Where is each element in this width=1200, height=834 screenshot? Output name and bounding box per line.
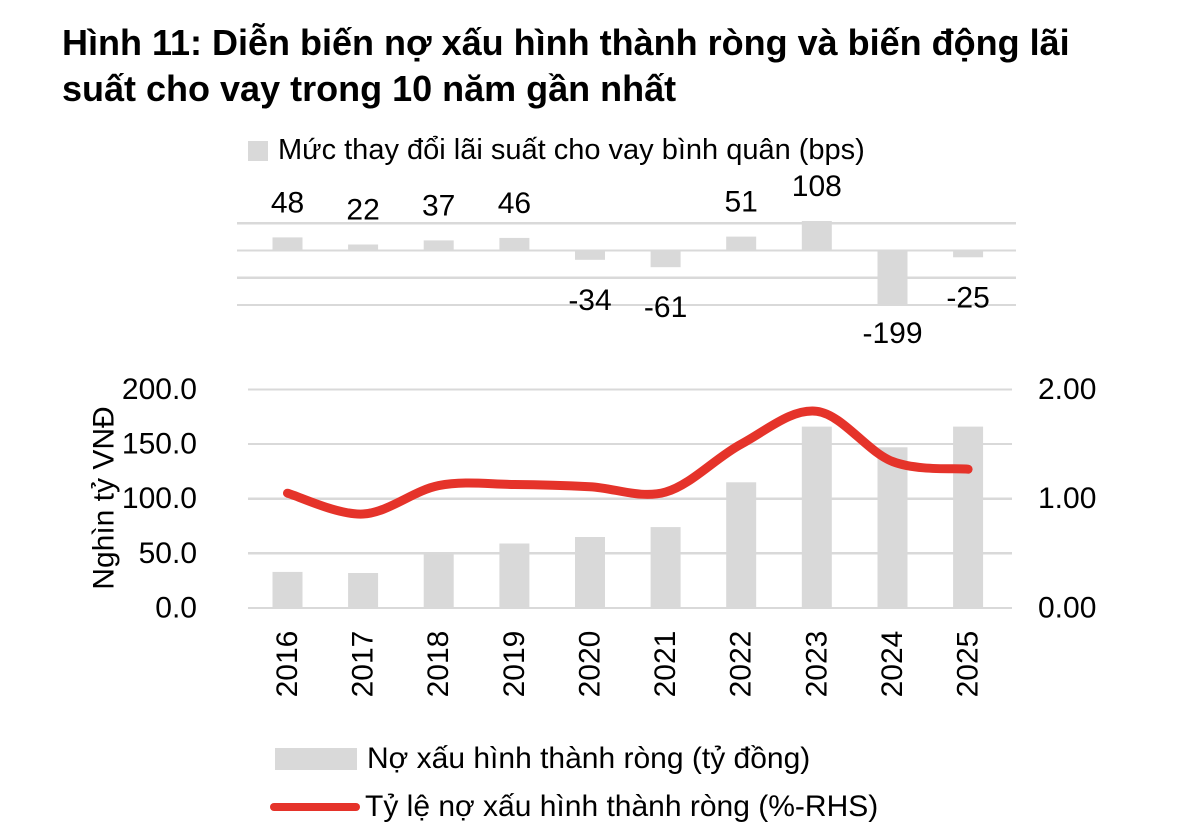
top-chart-legend: Mức thay đổi lãi suất cho vay bình quân …	[248, 134, 865, 167]
npl-bar	[877, 447, 908, 608]
chart-title: Hình 11: Diễn biến nợ xấu hình thành ròn…	[62, 22, 1070, 110]
npl-bar	[348, 573, 379, 608]
year-label: 2022	[725, 631, 758, 698]
right-axis-tick: 0.00	[1038, 592, 1096, 625]
bars-legend-label: Nợ xấu hình thành ròng (tỷ đồng)	[367, 742, 811, 775]
left-axis-tick: 200.0	[122, 373, 197, 406]
npl-bar	[953, 426, 984, 608]
left-axis-tick: 0.0	[155, 592, 197, 625]
data-label: 51	[725, 186, 758, 219]
right-axis-tick: 2.00	[1038, 373, 1096, 406]
bar-swatch-icon	[275, 748, 357, 770]
year-label: 2016	[271, 631, 304, 698]
rate-change-bar	[650, 250, 681, 268]
data-label: 22	[346, 194, 379, 227]
rate-change-bar	[877, 250, 908, 305]
npl-chart: 200.0 150.0 100.0 50.0 0.0 2.00 1.00 0.00 Nghìn …	[88, 373, 1097, 698]
year-label: 2024	[876, 631, 909, 698]
legend-item-bars: Nợ xấu hình thành ròng (tỷ đồng)	[275, 742, 810, 776]
left-axis-tick: 50.0	[139, 537, 197, 570]
npl-bar	[801, 426, 832, 608]
data-label: -34	[568, 284, 611, 317]
year-label: 2019	[498, 631, 531, 698]
legend-item-line: Tỷ lệ nợ xấu hình thành ròng (%-RHS)	[270, 790, 878, 824]
npl-bar	[575, 537, 605, 608]
year-label: 2020	[574, 631, 607, 698]
rate-change-bar	[423, 240, 454, 251]
data-label: 108	[792, 170, 842, 203]
data-label: -25	[946, 281, 989, 314]
npl-bar	[423, 553, 454, 608]
rate-change-bar	[272, 237, 303, 251]
data-label: 46	[498, 187, 531, 220]
rate-change-bar	[575, 250, 605, 260]
rate-change-bar	[801, 221, 832, 251]
top-legend-label: Mức thay đổi lãi suất cho vay bình quân …	[278, 134, 865, 166]
rate-change-bar	[953, 250, 984, 258]
rate-change-bar	[348, 244, 379, 251]
line-swatch-icon	[270, 803, 360, 811]
year-label: 2023	[800, 631, 833, 698]
year-label: 2017	[347, 631, 380, 698]
npl-bar	[272, 571, 303, 608]
rate-change-bar	[499, 237, 530, 251]
right-axis-tick: 1.00	[1038, 482, 1096, 515]
npl-bar	[726, 482, 757, 608]
year-label: 2021	[649, 631, 682, 698]
npl-bar	[650, 527, 681, 608]
data-label: 48	[271, 186, 304, 219]
rate-change-chart: 48 22 37 46 -34 -61 51 108 -199 -25	[237, 170, 1016, 350]
year-label: 2018	[422, 631, 455, 698]
bar-swatch-icon	[248, 140, 268, 161]
npl-bar	[499, 543, 530, 608]
data-label: -199	[862, 317, 922, 350]
rate-change-bar	[726, 236, 757, 251]
npl-ratio-line	[283, 406, 973, 519]
line-legend-label: Tỷ lệ nợ xấu hình thành ròng (%-RHS)	[365, 790, 879, 823]
left-axis-tick: 150.0	[122, 428, 197, 461]
left-axis-title: Nghìn tỷ VNĐ	[88, 406, 121, 589]
left-axis-tick: 100.0	[122, 482, 197, 515]
data-label: -61	[644, 291, 687, 324]
data-label: 37	[422, 189, 455, 222]
year-label: 2025	[952, 631, 985, 698]
